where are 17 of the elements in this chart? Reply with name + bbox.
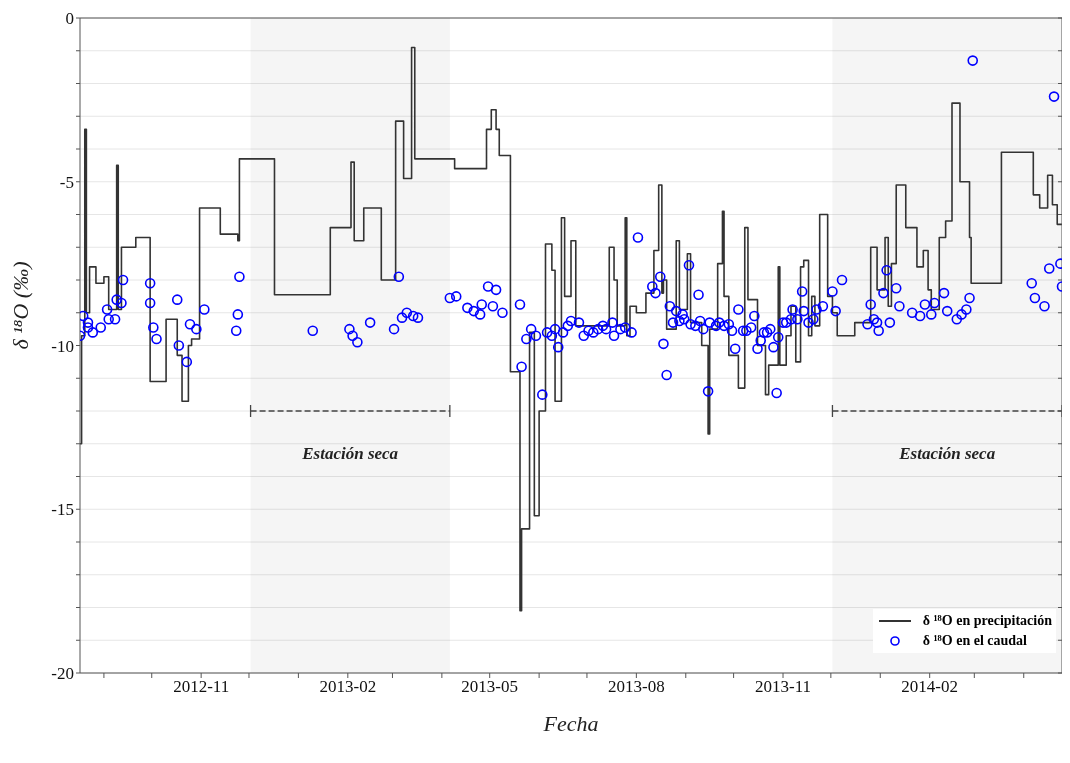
y-tick-label: -20 <box>51 664 74 684</box>
x-tick-label: 2013-08 <box>608 677 665 697</box>
x-tick-label: 2012-11 <box>173 677 230 697</box>
y-tick-label: -5 <box>59 172 74 192</box>
legend-label: δ ¹⁸O en precipitación <box>922 613 1052 629</box>
x-tick-label: 2013-11 <box>755 677 812 697</box>
band-label: Estación seca <box>898 444 996 463</box>
band-label: Estación seca <box>301 444 399 463</box>
y-tick-label: 0 <box>65 9 74 29</box>
x-tick-label: 2013-05 <box>461 677 519 697</box>
y-tick-label: -15 <box>51 500 74 520</box>
x-tick-label: 2014-02 <box>901 677 959 697</box>
x-axis-title: Fecha <box>542 711 599 736</box>
y-axis-title: δ ¹⁸O (‰) <box>7 261 33 350</box>
legend-label: δ ¹⁸O en el caudal <box>922 633 1027 649</box>
y-tick-label: -10 <box>51 336 74 356</box>
x-tick-label: 2013-02 <box>319 677 377 697</box>
